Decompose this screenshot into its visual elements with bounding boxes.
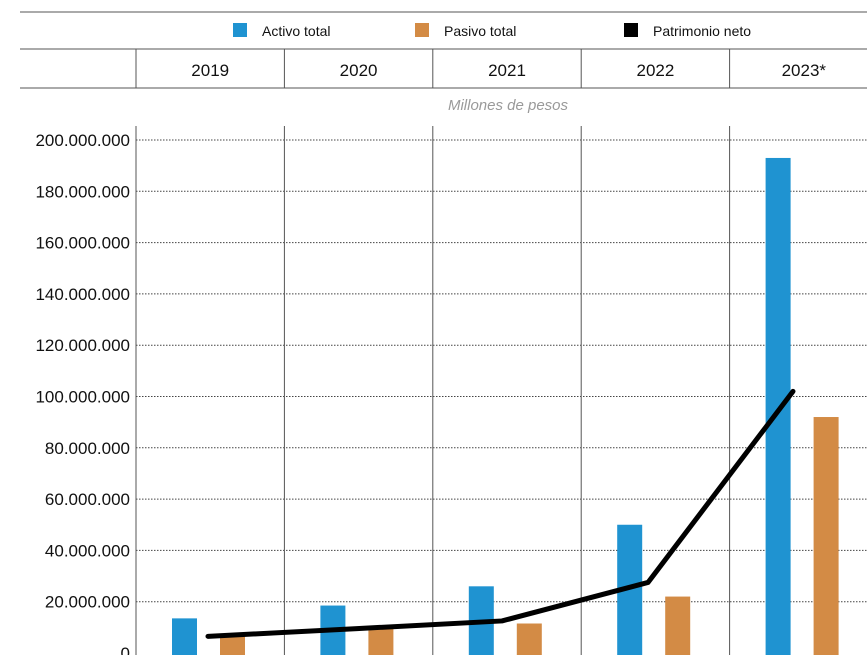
category-label: 2020 [340,61,378,80]
bar [766,158,791,655]
bar [220,635,245,655]
y-tick-label: 80.000.000 [45,439,130,458]
line-series [208,391,793,636]
y-tick-label: 0 [121,644,130,655]
column-dividers [136,126,867,655]
y-tick-label: 120.000.000 [35,336,130,355]
series-line [208,391,793,636]
legend-label: Pasivo total [444,23,516,39]
legend-label: Activo total [262,23,330,39]
legend-swatch [233,23,247,37]
category-label: 2022 [636,61,674,80]
category-header-row: 2019 2020 2021 2022 2023* [136,49,867,88]
y-tick-label: 20.000.000 [45,593,130,612]
bar [172,618,197,655]
y-tick-label: 180.000.000 [35,182,130,201]
category-label: 2023* [782,61,827,80]
legend-label: Patrimonio neto [653,23,751,39]
legend: Activo total Pasivo total Patrimonio neto [233,23,751,39]
legend-item: Pasivo total [415,23,516,39]
y-tick-label: 140.000.000 [35,285,130,304]
y-tick-label: 160.000.000 [35,234,130,253]
y-tick-label: 40.000.000 [45,541,130,560]
legend-item: Activo total [233,23,330,39]
category-label: 2019 [191,61,229,80]
legend-item: Patrimonio neto [624,23,751,39]
legend-swatch [415,23,429,37]
category-label: 2021 [488,61,526,80]
y-tick-label: 200.000.000 [35,131,130,150]
bar [814,417,839,655]
bar [368,629,393,655]
y-axis: 0 20.000.000 40.000.000 60.000.000 80.000.00… [35,131,130,655]
bar [517,624,542,655]
y-tick-label: 100.000.000 [35,388,130,407]
bar [665,597,690,655]
unit-label: Millones de pesos [448,97,569,114]
y-tick-label: 60.000.000 [45,490,130,509]
gridlines [136,140,867,602]
bars [172,158,839,655]
legend-swatch [624,23,638,37]
